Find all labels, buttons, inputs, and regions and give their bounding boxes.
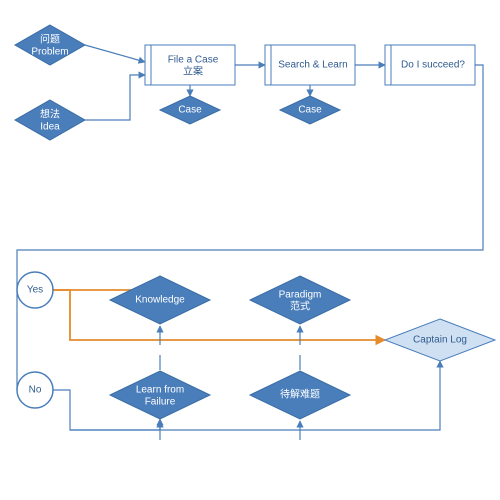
node-case1: Case bbox=[160, 96, 220, 124]
connector bbox=[85, 75, 145, 120]
connector bbox=[17, 65, 483, 290]
label: 待解难题 bbox=[280, 388, 320, 401]
node-search: Search & Learn bbox=[265, 45, 355, 85]
label: Failure bbox=[145, 397, 176, 408]
node-problem: 问题Problem bbox=[15, 25, 85, 65]
node-succeed: Do I succeed? bbox=[385, 45, 475, 85]
label: Case bbox=[178, 105, 202, 116]
node-file_case: File a Case立案 bbox=[145, 45, 235, 85]
label: Problem bbox=[31, 47, 68, 58]
label: Paradigm bbox=[279, 290, 322, 301]
label: File a Case bbox=[168, 55, 219, 66]
label: Knowledge bbox=[135, 295, 185, 306]
label: 问题 bbox=[40, 33, 60, 46]
flowchart-canvas: 问题Problem 想法Idea File a Case立案 Case Search &… bbox=[0, 0, 500, 500]
node-knowledge: Knowledge bbox=[110, 276, 210, 324]
node-pending: 待解难题 bbox=[250, 371, 350, 419]
label: Captain Log bbox=[413, 335, 467, 346]
label: Case bbox=[298, 105, 322, 116]
node-no: No bbox=[17, 372, 53, 408]
node-captain: Captain Log bbox=[385, 319, 495, 361]
node-case2: Case bbox=[280, 96, 340, 124]
label: Search & Learn bbox=[278, 60, 348, 71]
node-learn: Learn fromFailure bbox=[110, 371, 210, 419]
node-yes: Yes bbox=[17, 272, 53, 308]
node-idea: 想法Idea bbox=[15, 100, 85, 140]
node-paradigm: Paradigm范式 bbox=[250, 276, 350, 324]
label: 范式 bbox=[290, 300, 310, 313]
label: Idea bbox=[40, 122, 60, 133]
label: Learn from bbox=[136, 385, 184, 396]
label: No bbox=[29, 385, 42, 396]
connector bbox=[85, 45, 145, 62]
label: 想法 bbox=[40, 108, 60, 121]
label: Yes bbox=[27, 285, 43, 296]
label: 立案 bbox=[183, 65, 203, 78]
connector bbox=[17, 290, 21, 390]
label: Do I succeed? bbox=[401, 60, 465, 71]
